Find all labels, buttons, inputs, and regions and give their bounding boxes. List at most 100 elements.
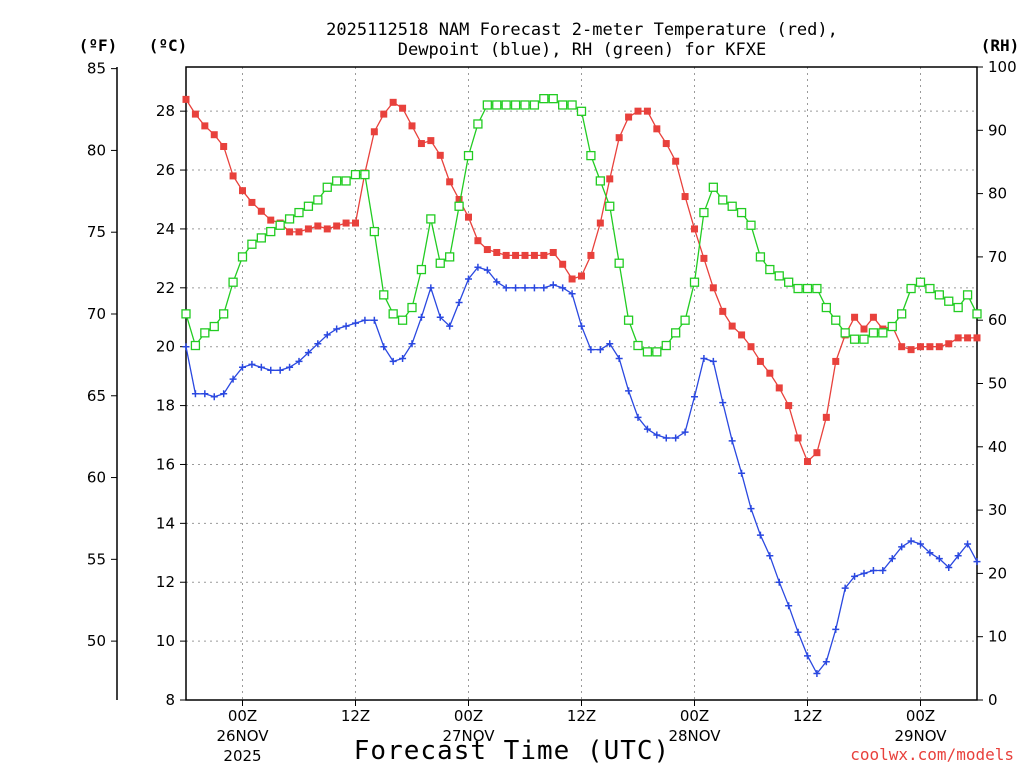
rh-point xyxy=(407,302,417,313)
dewpoint-point xyxy=(841,584,849,592)
dewpoint-point xyxy=(248,360,256,368)
rh-point xyxy=(849,334,860,344)
celsius-tick-label: 18 xyxy=(156,397,175,415)
dewpoint-point xyxy=(747,505,755,513)
dewpoint-point xyxy=(512,284,520,292)
dewpoint-point xyxy=(719,399,727,407)
dewpoint-point xyxy=(352,319,359,327)
temperature-point xyxy=(314,222,322,230)
dewpoint-point xyxy=(304,349,312,357)
rh-point xyxy=(746,220,756,230)
rh-point xyxy=(379,290,389,300)
temperature-point xyxy=(700,254,708,262)
rh-point xyxy=(369,226,379,237)
temperature-point xyxy=(634,107,642,115)
dewpoint-point xyxy=(888,555,896,563)
rh-point xyxy=(962,290,973,300)
dewpoint-point xyxy=(869,566,877,574)
dewpoint-point xyxy=(370,316,378,324)
dewpoint-point xyxy=(540,284,548,292)
dewpoint-point xyxy=(201,390,209,398)
rh-point xyxy=(915,277,926,287)
rh-point xyxy=(868,328,879,338)
rh-point xyxy=(906,283,916,294)
time-tick-date: 26NOV xyxy=(216,727,269,745)
dewpoint-point xyxy=(917,540,924,548)
temperature-point xyxy=(559,260,567,268)
rh-point xyxy=(887,321,897,332)
time-tick-hour: 00Z xyxy=(454,707,483,725)
rh-point xyxy=(313,195,323,205)
rh-point xyxy=(322,182,332,192)
rh-axis: 0 10 20 30 40 50 60 70 80 90 100 xyxy=(977,58,1017,709)
time-tick-hour: 12Z xyxy=(567,707,596,725)
rh-point xyxy=(878,328,888,338)
title-line-1: 2025112518 NAM Forecast 2-meter Temperat… xyxy=(326,20,838,40)
dewpoint-point xyxy=(408,340,416,348)
rh-point xyxy=(661,340,671,351)
dewpoint-point xyxy=(775,578,783,586)
title-line-2: Dewpoint (blue), RH (green) for KFXE xyxy=(398,40,766,60)
rh-point xyxy=(812,283,822,294)
temperature-point xyxy=(935,343,943,351)
temperature-point xyxy=(455,195,463,203)
temperature-point xyxy=(643,107,651,115)
rh-point xyxy=(736,207,747,218)
temperature-point xyxy=(973,334,981,342)
temperature-point xyxy=(267,216,275,224)
temperature-point xyxy=(229,172,237,180)
temperature-point xyxy=(380,110,388,118)
dewpoint-point xyxy=(267,366,275,374)
rh-point xyxy=(633,340,643,351)
temperature-point xyxy=(596,219,604,227)
rh-point xyxy=(360,169,370,180)
fahrenheit-tick-label: 50 xyxy=(87,632,106,650)
rh-point xyxy=(972,309,982,319)
rh-point xyxy=(840,328,850,338)
temperature-point xyxy=(578,272,585,280)
fahrenheit-tick-label: 60 xyxy=(87,469,106,487)
dewpoint-point xyxy=(568,290,576,298)
time-tick-hour: 12Z xyxy=(341,707,370,725)
temperature-point xyxy=(822,413,830,421)
dewpoint-point xyxy=(530,284,538,292)
rh-tick-label: 100 xyxy=(988,58,1017,76)
rh-point xyxy=(925,283,935,294)
dewpoint-point xyxy=(276,366,284,374)
rh-tick-label: 70 xyxy=(988,248,1007,266)
time-axis: 00Z 26NOV 2025 12Z 00Z 27NOV 12Z 00Z 28NOV 12Z 00Z… xyxy=(216,700,947,765)
dewpoint-point xyxy=(935,555,943,563)
fahrenheit-tick-label: 65 xyxy=(87,387,106,405)
dewpoint-point xyxy=(822,658,830,666)
dewpoint-point xyxy=(191,390,199,398)
dewpoint-point xyxy=(361,316,369,324)
temperature-point xyxy=(540,251,548,259)
credit-text: coolwx.com/models xyxy=(850,745,1014,764)
fahrenheit-tick-label: 70 xyxy=(87,305,106,323)
celsius-tick-label: 16 xyxy=(156,455,175,473)
time-tick-hour: 00Z xyxy=(906,707,935,725)
temperature-point xyxy=(615,134,623,142)
dewpoint-point xyxy=(653,431,661,439)
fahrenheit-axis: 50 55 60 65 70 75 80 85 xyxy=(87,60,117,650)
dewpoint-point xyxy=(728,437,736,445)
rh-point xyxy=(765,264,775,275)
dewpoint-point xyxy=(681,428,689,436)
temperature-point xyxy=(399,104,407,112)
temperature-point xyxy=(898,343,906,351)
dewpoint-point xyxy=(785,602,793,610)
temperature-point xyxy=(220,142,228,150)
time-tick-year: 2025 xyxy=(223,747,261,765)
rh-point xyxy=(953,302,963,313)
rh-point xyxy=(755,252,766,262)
dewpoint-point xyxy=(314,340,322,348)
dewpoint-point xyxy=(380,343,388,351)
temperature-point xyxy=(587,251,595,259)
temperature-point xyxy=(691,225,698,233)
rh-tick-label: 80 xyxy=(988,185,1007,203)
dewpoint-point xyxy=(709,357,717,365)
rh-unit-label: (RH) xyxy=(981,36,1020,55)
celsius-tick-label: 20 xyxy=(156,338,175,356)
dewpoint-point xyxy=(436,313,444,321)
celsius-tick-label: 10 xyxy=(156,632,175,650)
